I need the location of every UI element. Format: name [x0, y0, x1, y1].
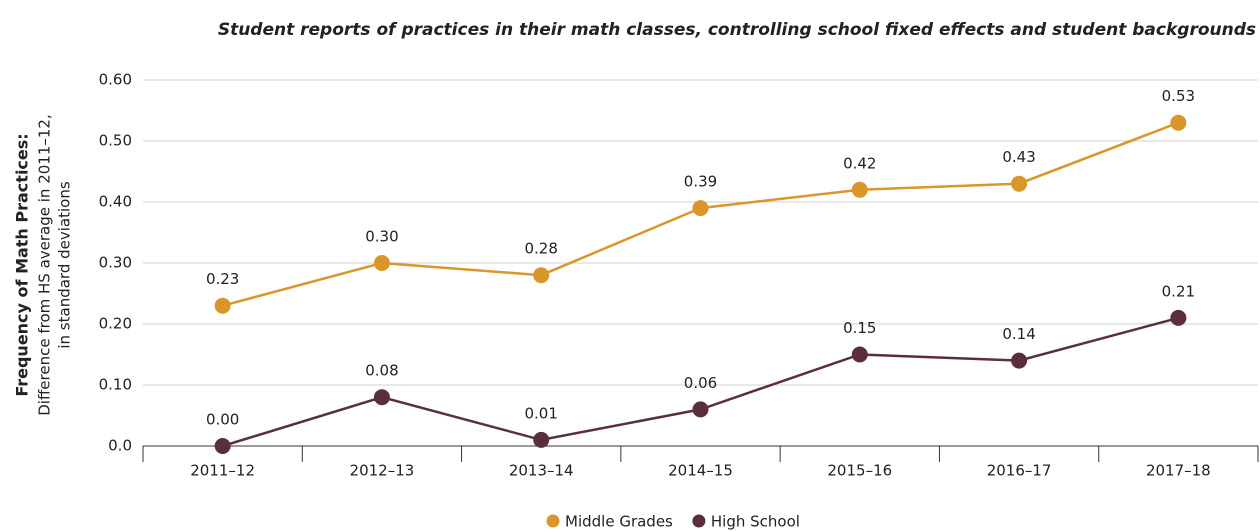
legend-label: Middle Grades: [565, 513, 673, 531]
y-axis-label: Frequency of Math Practices: Difference …: [13, 114, 74, 416]
y-axis-label-line: Difference from HS average in 2011–12,: [36, 114, 54, 416]
data-label: 0.28: [525, 240, 558, 258]
data-label: 0.43: [1002, 148, 1035, 166]
x-tick-label: 2012–13: [350, 462, 415, 480]
point: [1170, 114, 1187, 131]
y-tick-label: 0.20: [99, 315, 132, 333]
legend-marker: [546, 514, 560, 528]
point: [1011, 352, 1028, 369]
point: [373, 389, 390, 406]
point: [692, 401, 709, 418]
data-label: 0.21: [1162, 282, 1195, 300]
data-label: 0.06: [684, 374, 717, 392]
legend-label: High School: [711, 513, 800, 531]
point: [1011, 175, 1028, 192]
y-tick-label: 0.30: [99, 254, 132, 272]
chart-title: Student reports of practices in their ma…: [218, 20, 1256, 40]
data-label: 0.15: [843, 319, 876, 337]
y-tick-label: 0.40: [99, 193, 132, 211]
data-label: 0.23: [206, 270, 239, 288]
x-tick-label: 2013–14: [509, 462, 574, 480]
point: [1170, 309, 1187, 326]
x-tick-label: 2014–15: [668, 462, 733, 480]
x-tick-label: 2015–16: [827, 462, 892, 480]
data-label: 0.01: [525, 404, 558, 422]
y-tick-label: 0.60: [99, 71, 132, 89]
point: [692, 200, 709, 217]
y-tick-label: 0.50: [99, 132, 132, 150]
legend-marker: [692, 514, 706, 528]
point: [851, 346, 868, 363]
x-tick-label: 2016–17: [987, 462, 1052, 480]
data-label: 0.53: [1162, 87, 1195, 105]
y-tick-label: 0.0: [108, 437, 132, 455]
point: [373, 255, 390, 271]
point: [533, 431, 550, 448]
data-label: 0.39: [684, 173, 717, 191]
x-tick-label: 2017–18: [1146, 462, 1211, 480]
point: [851, 181, 868, 198]
point: [214, 297, 231, 314]
data-label: 0.30: [365, 228, 398, 246]
x-tick-label: 2011–12: [190, 462, 255, 480]
data-label: 0.14: [1002, 325, 1035, 343]
y-axis-label-title: Frequency of Math Practices:: [13, 133, 32, 396]
data-label: 0.42: [843, 154, 876, 172]
point: [214, 438, 231, 454]
data-label: 0.00: [206, 411, 239, 429]
y-axis-label-line: in standard deviations: [56, 181, 74, 348]
point: [533, 267, 550, 284]
y-tick-label: 0.10: [99, 376, 132, 394]
data-label: 0.08: [365, 362, 398, 380]
